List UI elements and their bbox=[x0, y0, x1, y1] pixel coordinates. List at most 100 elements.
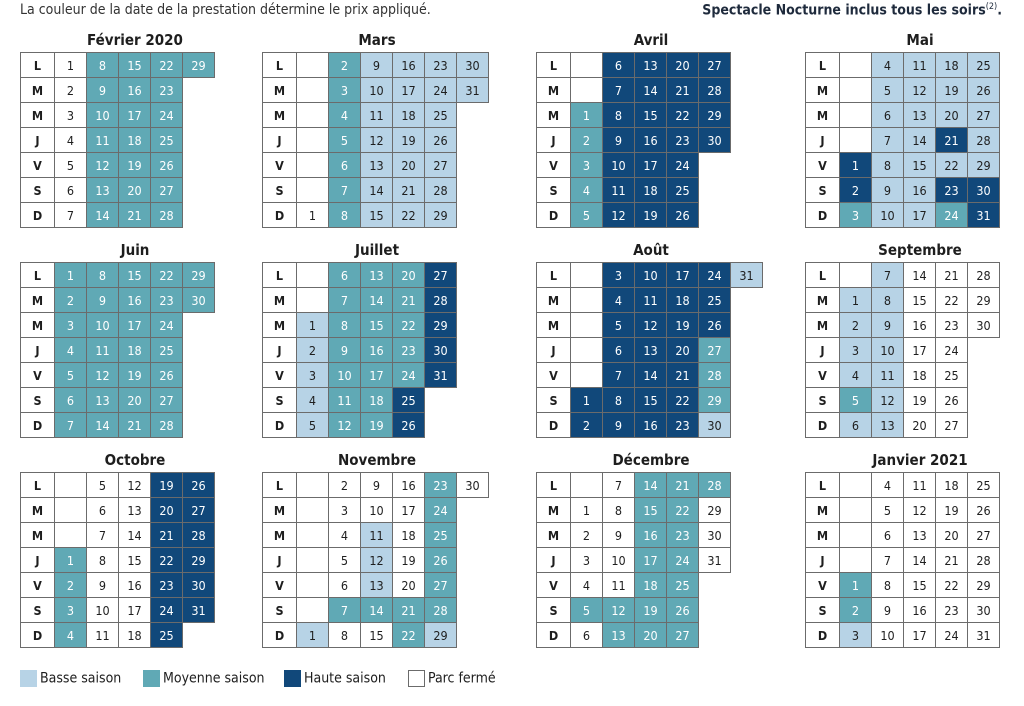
calendar-day[interactable]: 19 bbox=[118, 152, 151, 178]
calendar-day[interactable]: 1 bbox=[54, 262, 87, 288]
calendar-day[interactable]: 7 bbox=[871, 262, 904, 288]
calendar-day[interactable]: 3 bbox=[328, 497, 361, 523]
calendar-day[interactable]: 23 bbox=[424, 472, 457, 498]
calendar-day[interactable]: 21 bbox=[392, 177, 425, 203]
calendar-day[interactable]: 6 bbox=[570, 622, 603, 648]
calendar-day[interactable]: 21 bbox=[392, 597, 425, 623]
calendar-day[interactable]: 19 bbox=[634, 597, 667, 623]
calendar-day[interactable]: 25 bbox=[392, 387, 425, 413]
calendar-day[interactable]: 4 bbox=[54, 337, 87, 363]
calendar-day[interactable]: 29 bbox=[967, 572, 1000, 598]
calendar-day[interactable]: 20 bbox=[903, 412, 936, 438]
calendar-day[interactable]: 6 bbox=[328, 572, 361, 598]
calendar-day[interactable]: 30 bbox=[967, 177, 1000, 203]
calendar-day[interactable]: 4 bbox=[328, 522, 361, 548]
calendar-day[interactable]: 10 bbox=[86, 102, 119, 128]
calendar-day[interactable]: 6 bbox=[54, 387, 87, 413]
calendar-day[interactable]: 19 bbox=[666, 312, 699, 338]
calendar-day[interactable]: 9 bbox=[871, 312, 904, 338]
calendar-day[interactable]: 31 bbox=[967, 202, 1000, 228]
calendar-day[interactable]: 10 bbox=[360, 497, 393, 523]
calendar-day[interactable]: 22 bbox=[150, 52, 183, 78]
calendar-day[interactable]: 14 bbox=[903, 262, 936, 288]
calendar-day[interactable]: 11 bbox=[634, 287, 667, 313]
calendar-day[interactable]: 28 bbox=[424, 597, 457, 623]
calendar-day[interactable]: 17 bbox=[903, 622, 936, 648]
calendar-day[interactable]: 2 bbox=[296, 337, 329, 363]
calendar-day[interactable]: 20 bbox=[392, 572, 425, 598]
calendar-day[interactable]: 1 bbox=[570, 387, 603, 413]
calendar-day[interactable]: 11 bbox=[602, 177, 635, 203]
calendar-day[interactable]: 20 bbox=[118, 387, 151, 413]
calendar-day[interactable]: 9 bbox=[360, 52, 393, 78]
calendar-day[interactable]: 26 bbox=[698, 312, 731, 338]
calendar-day[interactable]: 30 bbox=[967, 597, 1000, 623]
calendar-day[interactable]: 23 bbox=[150, 572, 183, 598]
calendar-day[interactable]: 18 bbox=[392, 102, 425, 128]
calendar-day[interactable]: 9 bbox=[602, 127, 635, 153]
calendar-day[interactable]: 12 bbox=[360, 547, 393, 573]
calendar-day[interactable]: 5 bbox=[871, 497, 904, 523]
calendar-day[interactable]: 18 bbox=[935, 52, 968, 78]
calendar-day[interactable]: 4 bbox=[839, 362, 872, 388]
calendar-day[interactable]: 5 bbox=[54, 362, 87, 388]
calendar-day[interactable]: 11 bbox=[871, 362, 904, 388]
calendar-day[interactable]: 12 bbox=[86, 152, 119, 178]
calendar-day[interactable]: 31 bbox=[456, 77, 489, 103]
calendar-day[interactable]: 27 bbox=[967, 522, 1000, 548]
calendar-day[interactable]: 16 bbox=[903, 177, 936, 203]
calendar-day[interactable]: 4 bbox=[602, 287, 635, 313]
calendar-day[interactable]: 11 bbox=[360, 102, 393, 128]
calendar-day[interactable]: 16 bbox=[118, 287, 151, 313]
calendar-day[interactable]: 19 bbox=[634, 202, 667, 228]
calendar-day[interactable]: 28 bbox=[698, 77, 731, 103]
calendar-day[interactable]: 22 bbox=[935, 572, 968, 598]
calendar-day[interactable]: 31 bbox=[730, 262, 763, 288]
calendar-day[interactable]: 18 bbox=[634, 177, 667, 203]
calendar-day[interactable]: 28 bbox=[150, 412, 183, 438]
calendar-day[interactable]: 3 bbox=[54, 597, 87, 623]
calendar-day[interactable]: 24 bbox=[424, 497, 457, 523]
calendar-day[interactable]: 18 bbox=[392, 522, 425, 548]
calendar-day[interactable]: 16 bbox=[634, 522, 667, 548]
calendar-day[interactable]: 15 bbox=[903, 152, 936, 178]
calendar-day[interactable]: 3 bbox=[839, 337, 872, 363]
calendar-day[interactable]: 19 bbox=[903, 387, 936, 413]
calendar-day[interactable]: 3 bbox=[839, 202, 872, 228]
calendar-day[interactable]: 17 bbox=[392, 77, 425, 103]
calendar-day[interactable]: 8 bbox=[328, 622, 361, 648]
calendar-day[interactable]: 28 bbox=[182, 522, 215, 548]
calendar-day[interactable]: 31 bbox=[967, 622, 1000, 648]
calendar-day[interactable]: 9 bbox=[86, 572, 119, 598]
calendar-day[interactable]: 2 bbox=[570, 522, 603, 548]
calendar-day[interactable]: 12 bbox=[871, 387, 904, 413]
calendar-day[interactable]: 16 bbox=[360, 337, 393, 363]
calendar-day[interactable]: 17 bbox=[118, 102, 151, 128]
calendar-day[interactable]: 11 bbox=[86, 622, 119, 648]
calendar-day[interactable]: 2 bbox=[570, 127, 603, 153]
calendar-day[interactable]: 5 bbox=[328, 127, 361, 153]
calendar-day[interactable]: 21 bbox=[666, 77, 699, 103]
calendar-day[interactable]: 20 bbox=[666, 52, 699, 78]
calendar-day[interactable]: 2 bbox=[839, 177, 872, 203]
calendar-day[interactable]: 15 bbox=[903, 572, 936, 598]
calendar-day[interactable]: 7 bbox=[54, 202, 87, 228]
calendar-day[interactable]: 1 bbox=[570, 497, 603, 523]
calendar-day[interactable]: 20 bbox=[634, 622, 667, 648]
calendar-day[interactable]: 23 bbox=[935, 312, 968, 338]
calendar-day[interactable]: 26 bbox=[666, 597, 699, 623]
calendar-day[interactable]: 7 bbox=[602, 362, 635, 388]
calendar-day[interactable]: 27 bbox=[967, 102, 1000, 128]
calendar-day[interactable]: 30 bbox=[182, 287, 215, 313]
calendar-day[interactable]: 13 bbox=[86, 387, 119, 413]
calendar-day[interactable]: 7 bbox=[602, 77, 635, 103]
calendar-day[interactable]: 10 bbox=[86, 597, 119, 623]
calendar-day[interactable]: 4 bbox=[871, 52, 904, 78]
calendar-day[interactable]: 22 bbox=[935, 152, 968, 178]
calendar-day[interactable]: 28 bbox=[698, 362, 731, 388]
calendar-day[interactable]: 3 bbox=[54, 102, 87, 128]
calendar-day[interactable]: 3 bbox=[328, 77, 361, 103]
calendar-day[interactable]: 27 bbox=[182, 497, 215, 523]
calendar-day[interactable]: 20 bbox=[150, 497, 183, 523]
calendar-day[interactable]: 18 bbox=[118, 622, 151, 648]
